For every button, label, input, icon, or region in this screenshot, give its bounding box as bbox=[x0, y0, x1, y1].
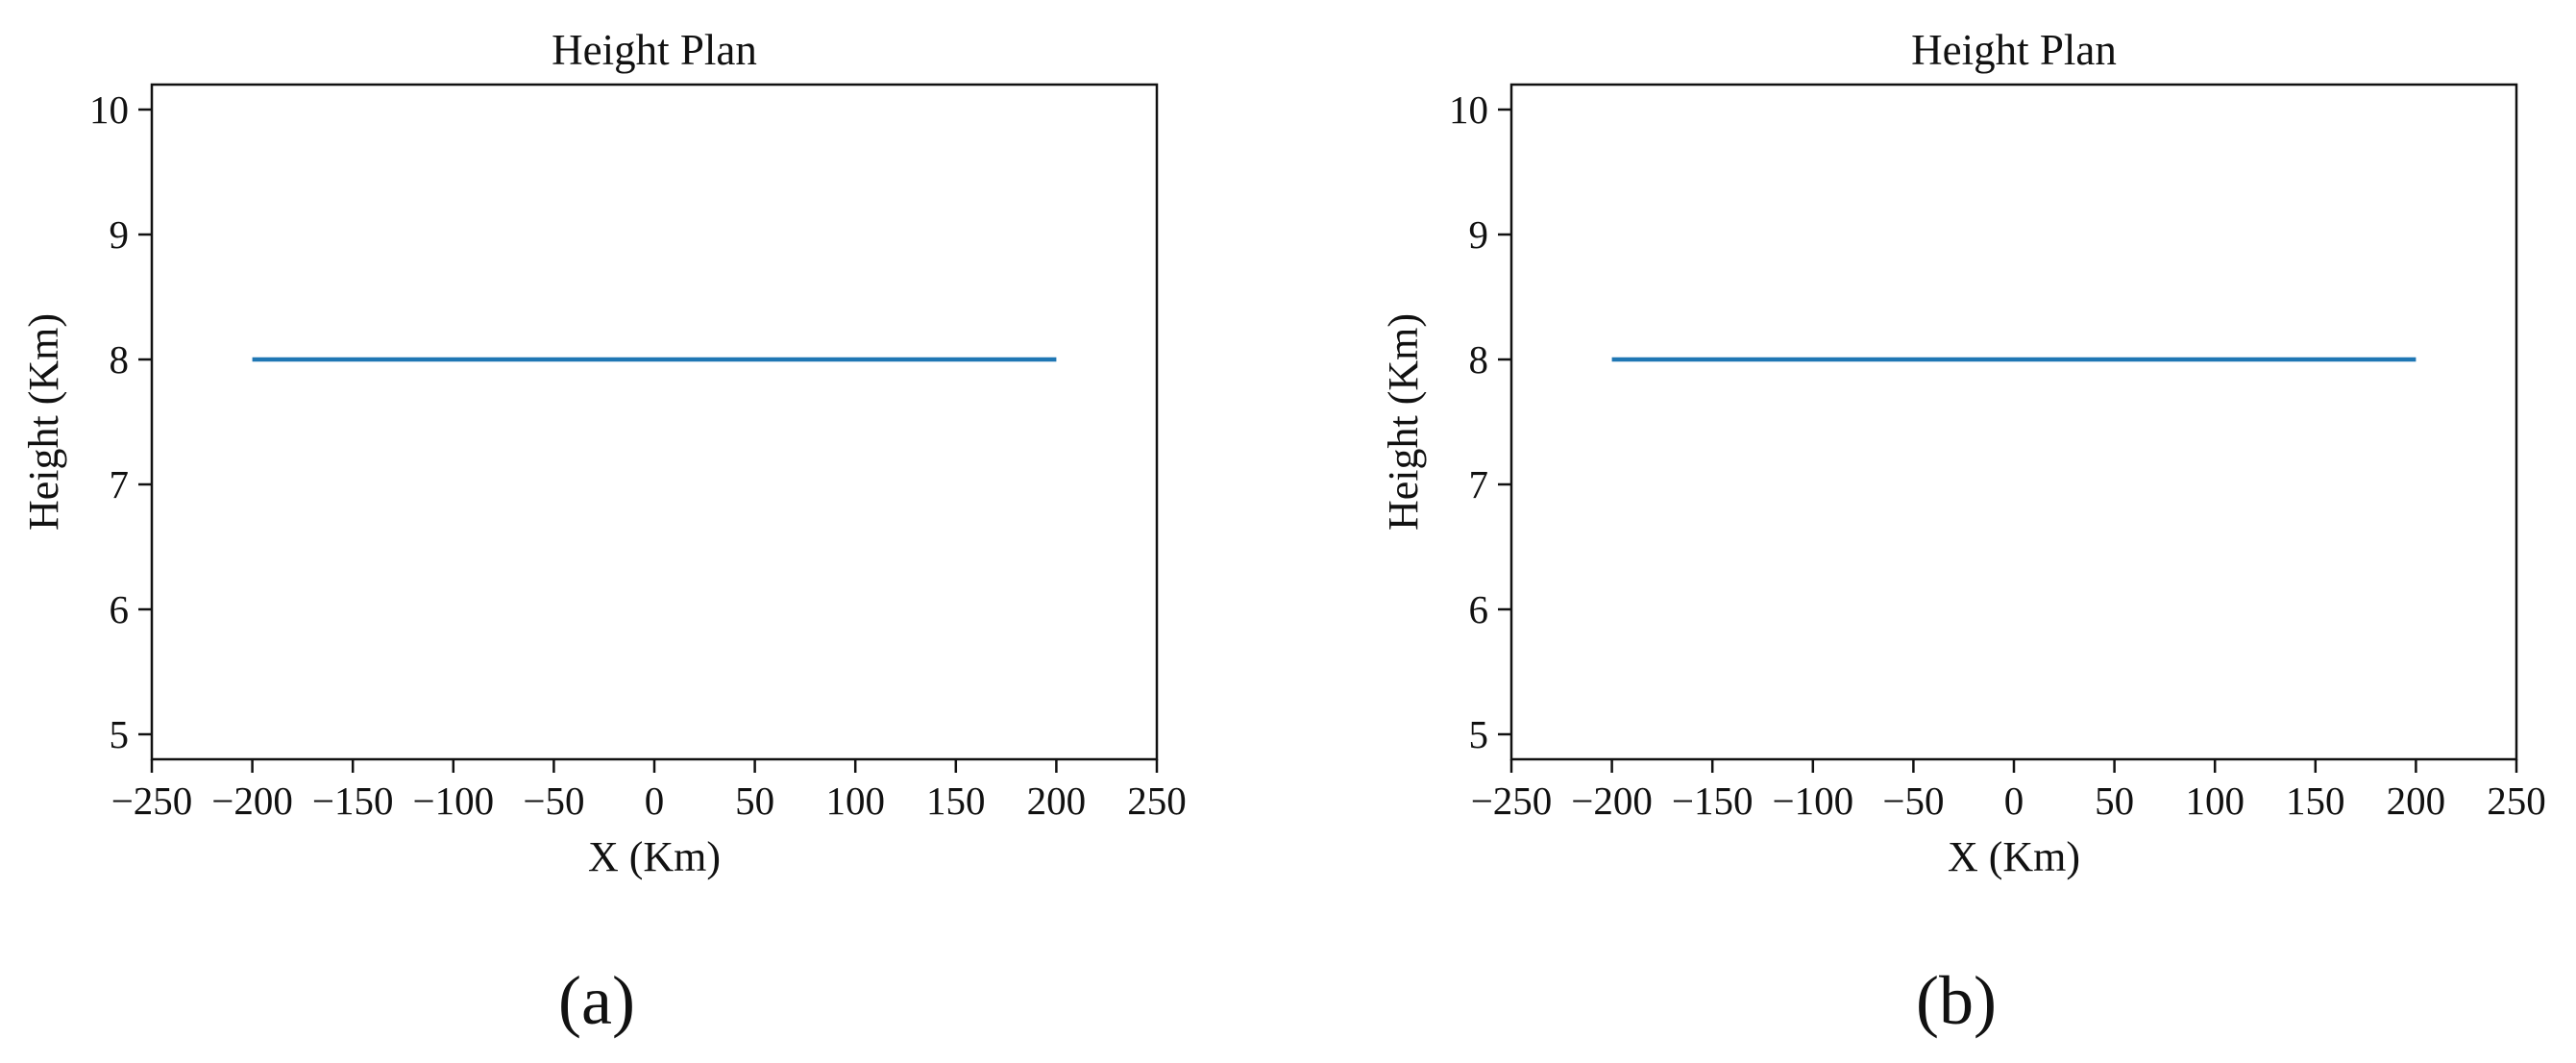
x-axis-label: X (Km) bbox=[588, 833, 721, 880]
chart-panel-a: Height Plan −250 −200 −150 −100 −50 0 50 100 150… bbox=[20, 26, 1187, 1039]
tick-group: −250 −200 −150 −100 −50 0 50 100 150 200 250 5 6 7 8 9 1… bbox=[89, 87, 1187, 823]
x-tick-label: −200 bbox=[1571, 779, 1653, 823]
x-tick-label: 0 bbox=[645, 779, 665, 823]
x-tick-label: 100 bbox=[825, 779, 885, 823]
x-tick-label: 100 bbox=[2185, 779, 2245, 823]
x-tick-label: −50 bbox=[523, 779, 584, 823]
x-tick-label: −250 bbox=[111, 779, 193, 823]
x-tick-label: 200 bbox=[1027, 779, 1087, 823]
y-tick-label: 5 bbox=[1469, 712, 1489, 756]
x-tick-label: 250 bbox=[1127, 779, 1187, 823]
y-tick-label: 10 bbox=[89, 87, 129, 132]
x-tick-label: 50 bbox=[735, 779, 774, 823]
x-tick-label: −150 bbox=[1672, 779, 1754, 823]
y-tick-label: 6 bbox=[110, 587, 130, 631]
tick-group: −250 −200 −150 −100 −50 0 50 100 150 200 250 5 6 7 8 9 1… bbox=[1449, 87, 2546, 823]
x-tick-label: −100 bbox=[412, 779, 494, 823]
x-tick-label: −50 bbox=[1882, 779, 1944, 823]
x-tick-label: −150 bbox=[312, 779, 394, 823]
x-tick-label: 150 bbox=[2286, 779, 2345, 823]
x-tick-label: 0 bbox=[2004, 779, 2024, 823]
y-tick-label: 8 bbox=[110, 337, 130, 382]
y-tick-label: 10 bbox=[1449, 87, 1488, 132]
panel-caption: (b) bbox=[1916, 962, 1997, 1039]
x-tick-label: −250 bbox=[1471, 779, 1553, 823]
x-tick-label: −200 bbox=[211, 779, 293, 823]
y-tick-label: 8 bbox=[1469, 337, 1489, 382]
x-tick-label: 50 bbox=[2095, 779, 2134, 823]
y-axis-label: Height (Km) bbox=[1380, 313, 1427, 531]
x-tick-label: 200 bbox=[2387, 779, 2446, 823]
chart-panel-b: Height Plan −250 −200 −150 −100 −50 0 50 100 150… bbox=[1380, 26, 2546, 1039]
chart-title: Height Plan bbox=[552, 26, 757, 74]
y-tick-label: 7 bbox=[110, 462, 130, 507]
y-tick-label: 9 bbox=[1469, 212, 1489, 257]
y-tick-label: 6 bbox=[1469, 587, 1489, 631]
x-axis-label: X (Km) bbox=[1948, 833, 2080, 880]
panel-caption: (a) bbox=[558, 962, 635, 1039]
x-tick-label: 150 bbox=[926, 779, 986, 823]
y-tick-label: 9 bbox=[110, 212, 130, 257]
y-tick-label: 7 bbox=[1469, 462, 1489, 507]
chart-title: Height Plan bbox=[1911, 26, 2117, 74]
y-axis-label: Height (Km) bbox=[20, 313, 67, 531]
plot-frame bbox=[150, 83, 1159, 761]
x-tick-label: −100 bbox=[1772, 779, 1853, 823]
y-tick-label: 5 bbox=[110, 712, 130, 756]
x-tick-label: 250 bbox=[2487, 779, 2546, 823]
plot-frame bbox=[1509, 83, 2518, 761]
